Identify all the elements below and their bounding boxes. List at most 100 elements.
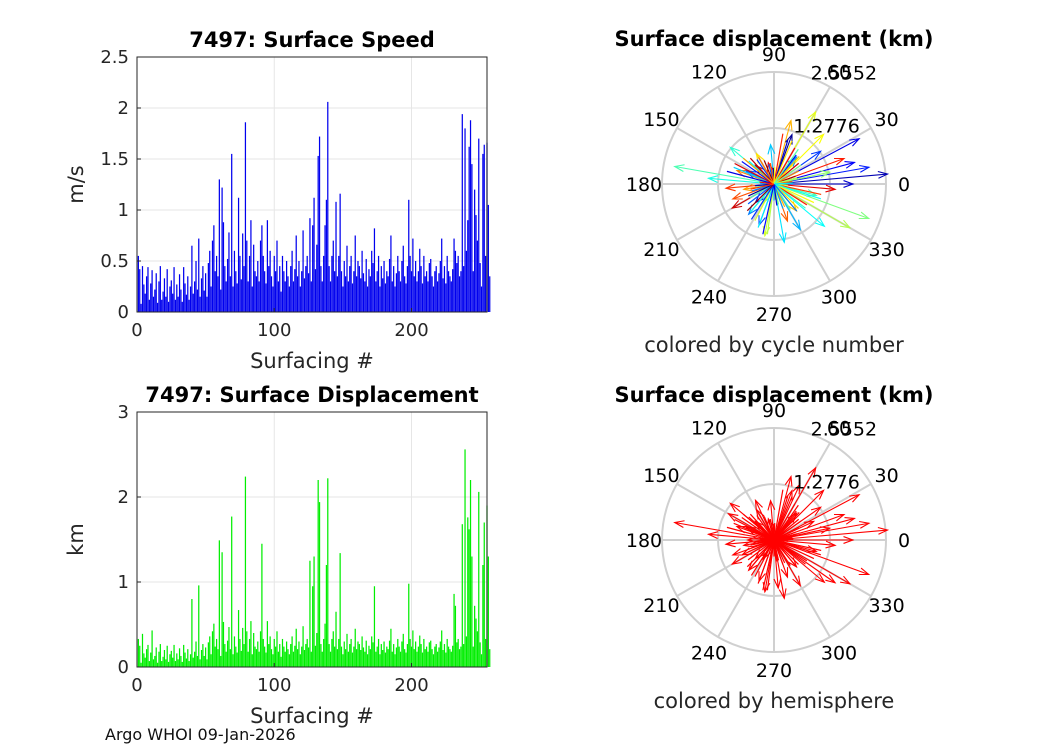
speed-chart-bar-125	[309, 218, 311, 312]
displacement-chart-bar-140	[329, 651, 332, 667]
speed-chart-bar-76	[242, 233, 244, 312]
speed-chart-bar-57	[215, 255, 218, 312]
displacement-chart-bar-21	[166, 645, 168, 667]
polar-cycle-chart-arrow-head-20	[735, 169, 747, 178]
polar-hemisphere-chart-arrow-head-15	[834, 513, 846, 522]
displacement-chart-bar-193	[402, 633, 404, 667]
displacement-chart-bar-12	[154, 655, 156, 667]
polar-cycle-chart-arrow-head-1	[849, 137, 861, 147]
displacement-chart-bar-137	[325, 565, 328, 667]
polar-hemisphere-chart-arrow-shaft-6	[773, 539, 851, 585]
speed-chart-bar-168	[368, 269, 370, 312]
speed-chart-bar-44	[198, 238, 200, 312]
displacement-chart-bar-5	[144, 657, 146, 667]
polar-hemisphere-chart-arrow-shaft-4	[674, 521, 775, 541]
displacement-chart-bar-142	[332, 631, 334, 667]
speed-chart-bar-97	[270, 276, 273, 312]
speed-chart-bar-84	[253, 244, 255, 312]
displacement-chart-bar-156	[351, 652, 354, 667]
displacement-chart-ytick-label-3: 3	[118, 402, 129, 423]
displacement-chart-bar-160	[357, 641, 359, 667]
polar-cycle-chart-core-vector-59	[750, 183, 775, 190]
displacement-chart-bar-244	[472, 646, 474, 667]
displacement-chart-bar-46	[200, 650, 203, 667]
polar-hemisphere-chart-core-vector-15	[766, 539, 775, 591]
footer-label: Argo WHOI 09-Jan-2026	[105, 725, 296, 744]
speed-chart-bar-69	[232, 286, 234, 312]
speed-chart-bar-139	[328, 266, 330, 312]
displacement-chart-bar-8	[148, 661, 150, 667]
polar-cycle-chart-core-vector-58	[773, 148, 799, 185]
displacement-chart-bar-16	[159, 644, 161, 667]
speed-chart-bar-55	[213, 225, 215, 312]
displacement-chart-bar-250	[480, 654, 483, 667]
displacement-chart-bar-255	[487, 556, 489, 667]
polar-cycle-chart-core-vector-57	[773, 183, 778, 206]
displacement-chart-bar-210	[425, 646, 428, 667]
displacement-chart-bar-153	[347, 651, 349, 667]
speed-chart-bar-242	[469, 120, 472, 313]
displacement-chart-bar-128	[313, 556, 315, 667]
speed-chart-bar-21	[166, 269, 168, 312]
speed-chart-bar-104	[280, 291, 282, 312]
speed-chart-bar-32	[181, 301, 183, 312]
speed-chart-bar-240	[467, 220, 469, 312]
polar-cycle-chart-core-vector-33	[747, 183, 775, 205]
speed-chart-bar-145	[336, 276, 339, 312]
speed-chart-bar-206	[420, 266, 422, 312]
polar-hemisphere-chart-arrow-head-11	[731, 548, 743, 556]
polar-cycle-chart-core-vector-30	[726, 170, 775, 185]
speed-chart-bar-237	[463, 266, 465, 312]
displacement-chart-bar-25	[172, 657, 174, 667]
speed-chart-bar-212	[428, 263, 430, 312]
speed-chart-bar-98	[272, 286, 274, 312]
displacement-chart-bar-249	[479, 642, 481, 667]
polar-hemisphere-chart-core-vector-9	[733, 522, 775, 541]
polar-hemisphere-chart-angle-label-9: 270	[756, 660, 792, 682]
polar-cycle-chart-arrow-shaft-4	[674, 165, 775, 185]
displacement-chart-bar-99	[273, 638, 275, 667]
speed-chart-bar-203	[416, 281, 418, 312]
displacement-chart-bar-182	[387, 649, 389, 667]
polar-cycle-chart-core-vector-49	[762, 183, 775, 235]
polar-hemisphere-chart-core-vector-58	[773, 504, 799, 541]
displacement-chart-bar-148	[340, 646, 343, 667]
polar-cycle-chart-angle-label-8: 240	[691, 287, 727, 309]
displacement-chart-bar-98	[272, 654, 274, 667]
speed-chart-bar-101	[276, 240, 278, 312]
polar-cycle-chart-core-vector-39	[773, 183, 806, 209]
polar-cycle-chart-core	[726, 133, 822, 235]
speed-chart-bar-227	[449, 276, 451, 312]
displacement-chart-bar-39	[191, 599, 193, 667]
speed-chart-bar-228	[450, 281, 452, 312]
displacement-chart-bar-87	[257, 641, 259, 667]
polar-cycle-chart-core-vector-51	[759, 181, 775, 185]
speed-chart-bar-252	[483, 144, 485, 312]
displacement-chart-bar-216	[434, 646, 436, 667]
displacement-chart-bar-179	[383, 641, 385, 667]
speed-chart-bar-136	[324, 225, 326, 312]
speed-chart-bar-229	[452, 269, 454, 312]
polar-cycle-chart-angle-label-4: 120	[691, 61, 727, 83]
speed-chart-bar-197	[408, 199, 410, 312]
speed-chart-bar-43	[196, 289, 199, 312]
speed-chart-bar-15	[158, 281, 160, 312]
polar-hemisphere-chart-angle-label-3: 90	[762, 400, 786, 422]
displacement-chart-bar-150	[343, 641, 345, 667]
polar-hemisphere-chart-arrow-head-46	[803, 520, 816, 529]
speed-chart-bar-20	[165, 296, 167, 312]
displacement-chart-bar-149	[342, 654, 344, 667]
speed-chart-bar-224	[445, 283, 447, 312]
speed-chart-bar-163	[361, 250, 363, 312]
polar-hemisphere-chart-arrow-5	[773, 539, 871, 576]
speed-chart-bar-213	[430, 258, 432, 312]
displacement-chart-bar-69	[232, 654, 234, 667]
displacement-chart-bar-113	[292, 651, 295, 667]
polar-cycle-chart-angle-label-11: 330	[868, 239, 904, 261]
polar-hemisphere-chart-core-vector-32	[773, 489, 784, 541]
speed-chart-bar-192	[401, 261, 403, 312]
speed-chart-bar-201	[413, 276, 415, 312]
displacement-chart-bar-59	[218, 540, 220, 667]
displacement-chart-bar-188	[395, 647, 398, 667]
